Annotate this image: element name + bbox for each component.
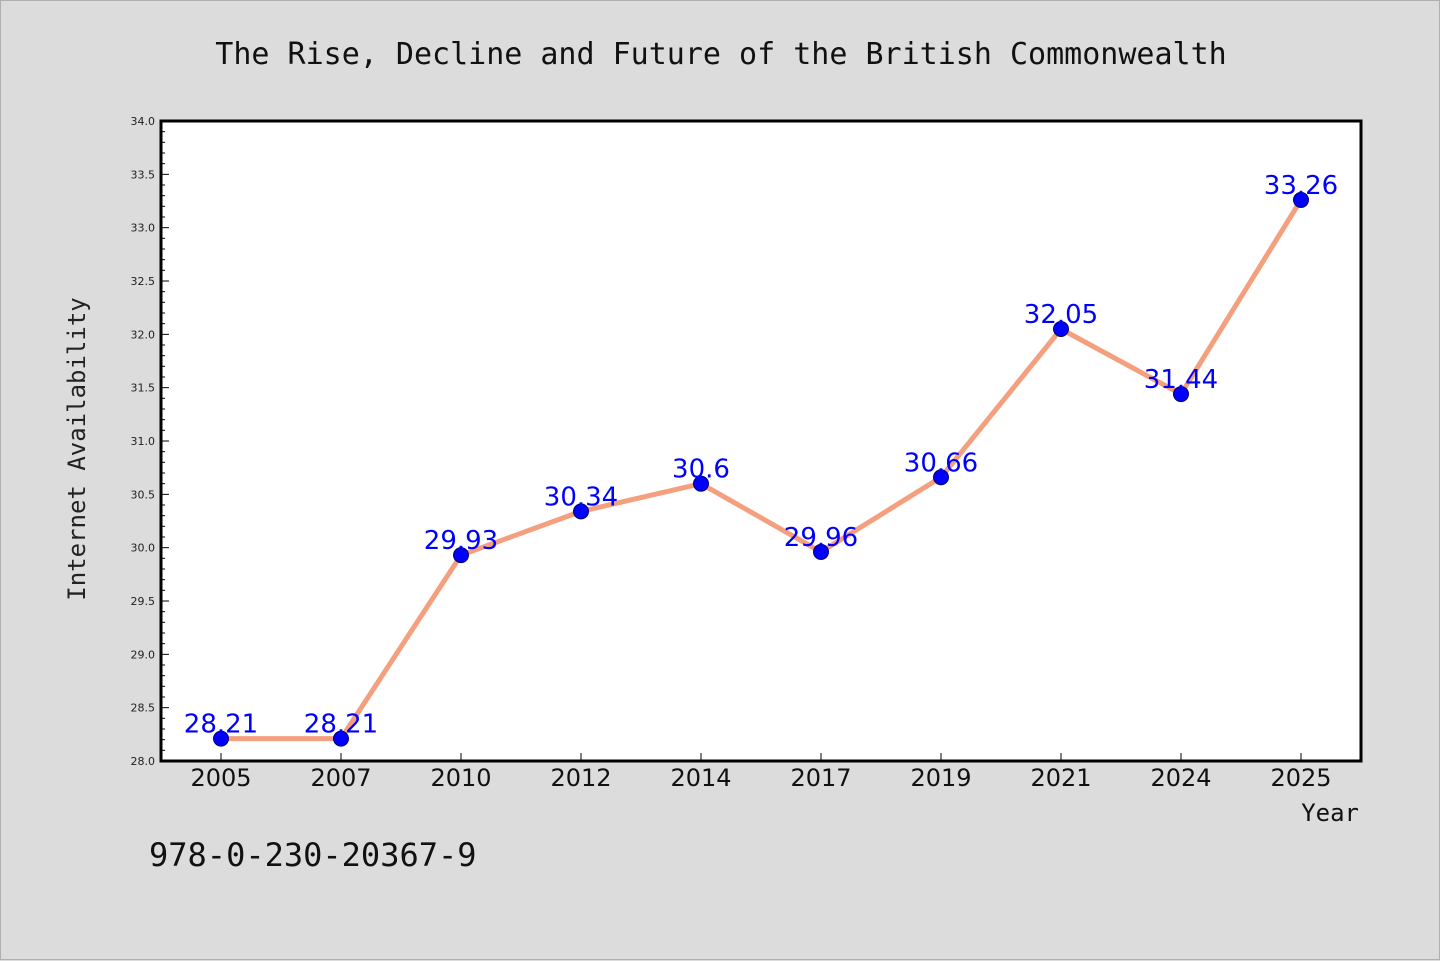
y-tick-label: 30.5 bbox=[131, 488, 156, 501]
y-tick-label: 34.0 bbox=[131, 115, 156, 128]
y-tick-label: 30.0 bbox=[131, 542, 156, 555]
data-point bbox=[1293, 191, 1309, 208]
data-label: 30.34 bbox=[544, 482, 618, 512]
x-tick-label: 2010 bbox=[430, 764, 491, 792]
data-label: 33.26 bbox=[1264, 171, 1338, 201]
x-tick-label: 2012 bbox=[550, 764, 611, 792]
series-line bbox=[221, 198, 1304, 742]
data-point bbox=[1173, 386, 1189, 403]
y-tick-label: 32.0 bbox=[131, 328, 156, 341]
data-point bbox=[573, 503, 589, 520]
data-point bbox=[693, 475, 709, 492]
x-axis-label: Year bbox=[1301, 799, 1359, 827]
data-points bbox=[213, 191, 1309, 747]
y-tick-label: 29.0 bbox=[131, 648, 156, 661]
data-label: 29.93 bbox=[424, 526, 498, 556]
x-tick-label: 2007 bbox=[310, 764, 371, 792]
x-tick-label: 2019 bbox=[910, 764, 971, 792]
data-point bbox=[933, 469, 949, 486]
data-labels: 28.21 28.21 29.93 30.34 30.6 29.96 30.66 32.05 3… bbox=[184, 171, 1338, 740]
y-axis-label: Internet Availability bbox=[63, 297, 91, 600]
data-label: 28.21 bbox=[304, 710, 378, 740]
y-axis: 28.0 28.5 29.0 29.5 30.0 30.5 31.0 31.5 32.0 32.5… bbox=[131, 115, 169, 768]
data-point bbox=[813, 543, 829, 560]
x-tick-label: 2025 bbox=[1270, 764, 1331, 792]
x-tick-label: 2021 bbox=[1030, 764, 1091, 792]
x-tick-label: 2017 bbox=[790, 764, 851, 792]
data-point bbox=[1053, 321, 1069, 337]
plot-area bbox=[159, 119, 1363, 763]
data-label: 30.66 bbox=[904, 448, 978, 478]
isbn-annotation: 978-0-230-20367-9 bbox=[149, 836, 477, 874]
data-label: 29.96 bbox=[784, 523, 858, 553]
data-point bbox=[453, 547, 469, 564]
y-tick-label: 32.5 bbox=[131, 275, 156, 288]
data-label: 28.21 bbox=[184, 710, 258, 740]
data-point bbox=[333, 730, 349, 747]
x-tick-label: 2024 bbox=[1150, 764, 1211, 792]
y-tick-label: 33.5 bbox=[131, 168, 156, 181]
data-point bbox=[213, 730, 229, 747]
y-tick-label: 28.0 bbox=[131, 755, 156, 768]
y-tick-label: 31.5 bbox=[131, 382, 156, 395]
y-tick-label: 31.0 bbox=[131, 435, 156, 448]
chart-title: The Rise, Decline and Future of the Brit… bbox=[215, 37, 1226, 72]
x-axis: 2005 2007 2010 2012 2014 2017 2019 2021 2024 2025 bbox=[190, 753, 1332, 792]
data-label: 32.05 bbox=[1024, 300, 1098, 330]
y-tick-label: 28.5 bbox=[131, 702, 156, 715]
data-label: 30.6 bbox=[672, 455, 730, 485]
data-label: 31.44 bbox=[1144, 365, 1218, 395]
y-tick-label: 29.5 bbox=[131, 595, 156, 608]
x-tick-label: 2014 bbox=[670, 764, 731, 792]
y-tick-label: 33.0 bbox=[131, 222, 156, 235]
x-tick-label: 2005 bbox=[190, 764, 251, 792]
